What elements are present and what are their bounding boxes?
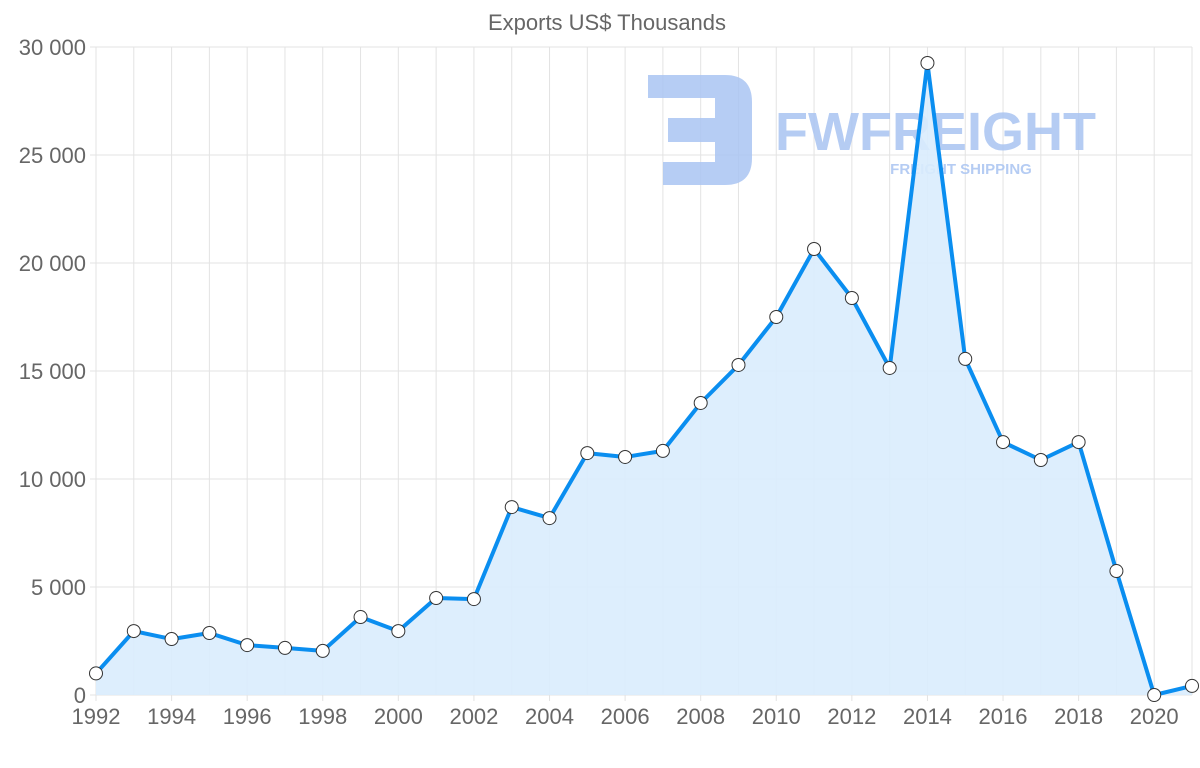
x-tick-label: 2008 bbox=[676, 704, 725, 729]
x-tick-label: 1992 bbox=[72, 704, 121, 729]
data-point[interactable] bbox=[542, 511, 557, 526]
data-point[interactable] bbox=[807, 241, 822, 256]
x-tick-label: 2018 bbox=[1054, 704, 1103, 729]
data-point[interactable] bbox=[1185, 678, 1199, 693]
y-tick-label: 10 000 bbox=[19, 467, 86, 492]
y-tick-label: 20 000 bbox=[19, 251, 86, 276]
y-tick-label: 5 000 bbox=[31, 575, 86, 600]
data-point[interactable] bbox=[202, 626, 217, 641]
y-tick-label: 30 000 bbox=[19, 35, 86, 60]
data-point[interactable] bbox=[1147, 688, 1162, 702]
data-point[interactable] bbox=[996, 435, 1011, 450]
chart-title: Exports US$ Thousands bbox=[488, 10, 726, 35]
data-point[interactable] bbox=[504, 500, 519, 515]
x-tick-label: 2016 bbox=[979, 704, 1028, 729]
data-point[interactable] bbox=[693, 395, 708, 410]
x-tick-label: 2004 bbox=[525, 704, 574, 729]
data-point[interactable] bbox=[466, 592, 481, 607]
data-point[interactable] bbox=[240, 638, 255, 653]
data-point[interactable] bbox=[353, 610, 368, 625]
data-point[interactable] bbox=[1109, 564, 1124, 579]
x-tick-label: 2020 bbox=[1130, 704, 1179, 729]
data-point[interactable] bbox=[429, 591, 444, 606]
watermark-tagline: FREIGHT SHIPPING bbox=[890, 161, 1032, 178]
data-point[interactable] bbox=[958, 351, 973, 366]
data-point[interactable] bbox=[1033, 452, 1048, 467]
data-point[interactable] bbox=[655, 443, 670, 458]
data-point[interactable] bbox=[89, 666, 103, 681]
data-point[interactable] bbox=[844, 290, 859, 305]
x-tick-label: 2010 bbox=[752, 704, 801, 729]
x-tick-label: 2012 bbox=[827, 704, 876, 729]
data-point[interactable] bbox=[164, 632, 179, 647]
x-tick-label: 1998 bbox=[298, 704, 347, 729]
data-point[interactable] bbox=[126, 624, 141, 639]
data-point[interactable] bbox=[277, 640, 292, 655]
x-tick-label: 1996 bbox=[223, 704, 272, 729]
data-point[interactable] bbox=[618, 449, 633, 464]
data-point[interactable] bbox=[769, 310, 784, 324]
data-point[interactable] bbox=[920, 55, 935, 70]
x-tick-label: 2000 bbox=[374, 704, 423, 729]
x-tick-label: 1994 bbox=[147, 704, 196, 729]
data-point[interactable] bbox=[315, 643, 330, 658]
y-tick-label: 15 000 bbox=[19, 359, 86, 384]
x-tick-label: 2006 bbox=[601, 704, 650, 729]
watermark-logo: FWFREIGHT FREIGHT SHIPPING bbox=[648, 75, 1096, 185]
y-tick-label: 25 000 bbox=[19, 143, 86, 168]
data-point[interactable] bbox=[882, 360, 897, 375]
area-fill bbox=[96, 63, 1192, 695]
data-point[interactable] bbox=[580, 446, 595, 461]
x-tick-label: 2002 bbox=[449, 704, 498, 729]
data-point[interactable] bbox=[391, 624, 406, 639]
data-point[interactable] bbox=[1071, 435, 1086, 450]
data-point[interactable] bbox=[731, 357, 746, 372]
y-tick-label: 0 bbox=[74, 683, 86, 708]
watermark-logo-mark bbox=[648, 75, 752, 185]
x-tick-label: 2014 bbox=[903, 704, 952, 729]
